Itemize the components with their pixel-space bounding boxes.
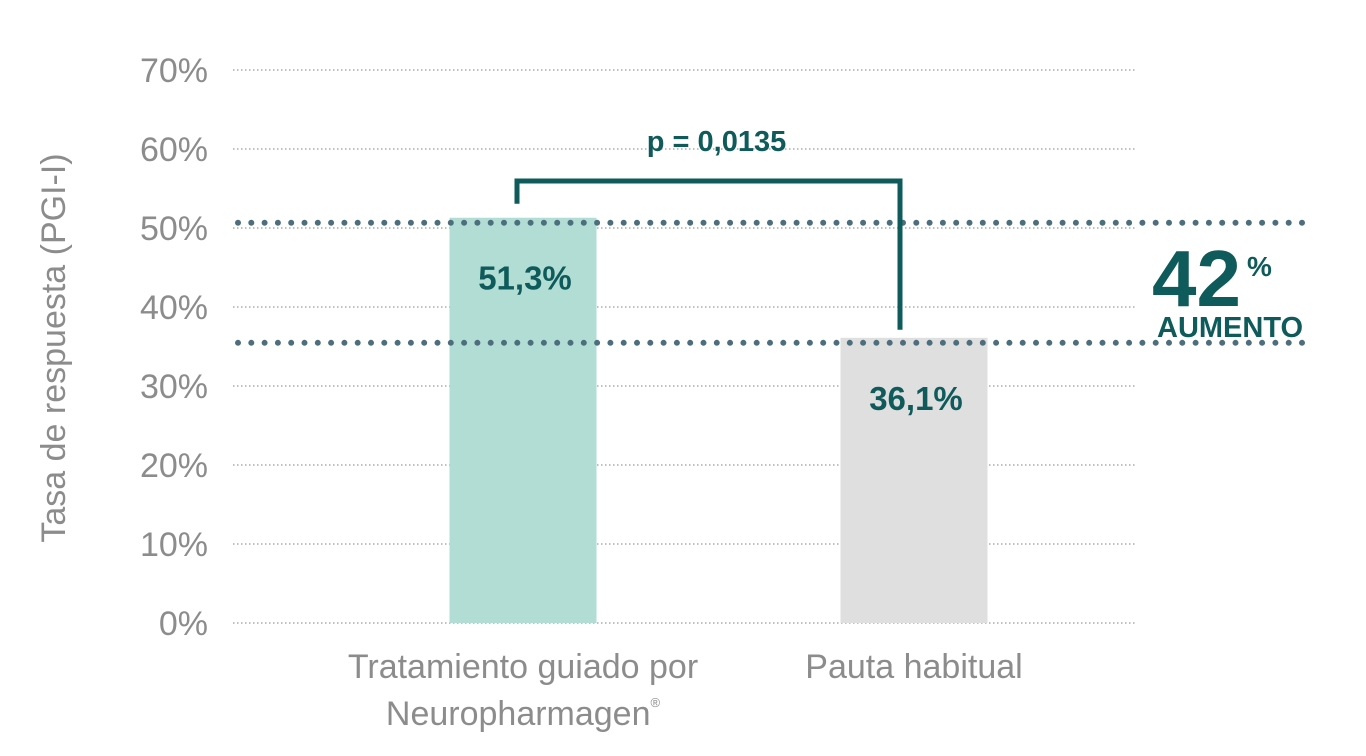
bar <box>449 217 597 624</box>
significance-bracket: p = 0,0135 <box>514 126 903 330</box>
y-tick-label: 70% <box>140 52 208 90</box>
registered-mark: ® <box>651 695 661 710</box>
increase-unit: % <box>1247 251 1272 282</box>
bar <box>840 337 988 623</box>
y-tick-label: 0% <box>159 605 208 643</box>
category-label: Neuropharmagen® <box>386 695 661 733</box>
y-axis-label: Tasa de respuesta (PGI-I) <box>35 153 73 542</box>
increase-callout: 42 % AUMENTO <box>1152 234 1303 344</box>
bracket-line <box>514 178 903 330</box>
category-labels: Tratamiento guiado por Neuropharmagen® Pau… <box>348 648 1023 733</box>
bars <box>449 217 988 624</box>
category-label: Tratamiento guiado por <box>348 648 698 686</box>
y-tick-label: 40% <box>140 289 208 327</box>
increase-number: 42 <box>1152 234 1241 323</box>
y-tick-label: 20% <box>140 447 208 485</box>
y-axis-ticks: 0% 10% 20% 30% 40% 50% 60% 70% <box>140 52 208 643</box>
y-tick-label: 50% <box>140 210 208 248</box>
reference-lines <box>235 219 1311 346</box>
bar-value-label: 51,3% <box>478 260 572 297</box>
y-tick-label: 60% <box>140 131 208 169</box>
p-value-label: p = 0,0135 <box>647 126 786 158</box>
bar-value-labels: 51,3% 36,1% <box>478 260 963 417</box>
bar-value-label: 36,1% <box>869 380 963 417</box>
y-tick-label: 10% <box>140 526 208 564</box>
category-label: Pauta habitual <box>805 648 1022 686</box>
increase-text: AUMENTO <box>1157 312 1303 344</box>
y-tick-label: 30% <box>140 368 208 406</box>
